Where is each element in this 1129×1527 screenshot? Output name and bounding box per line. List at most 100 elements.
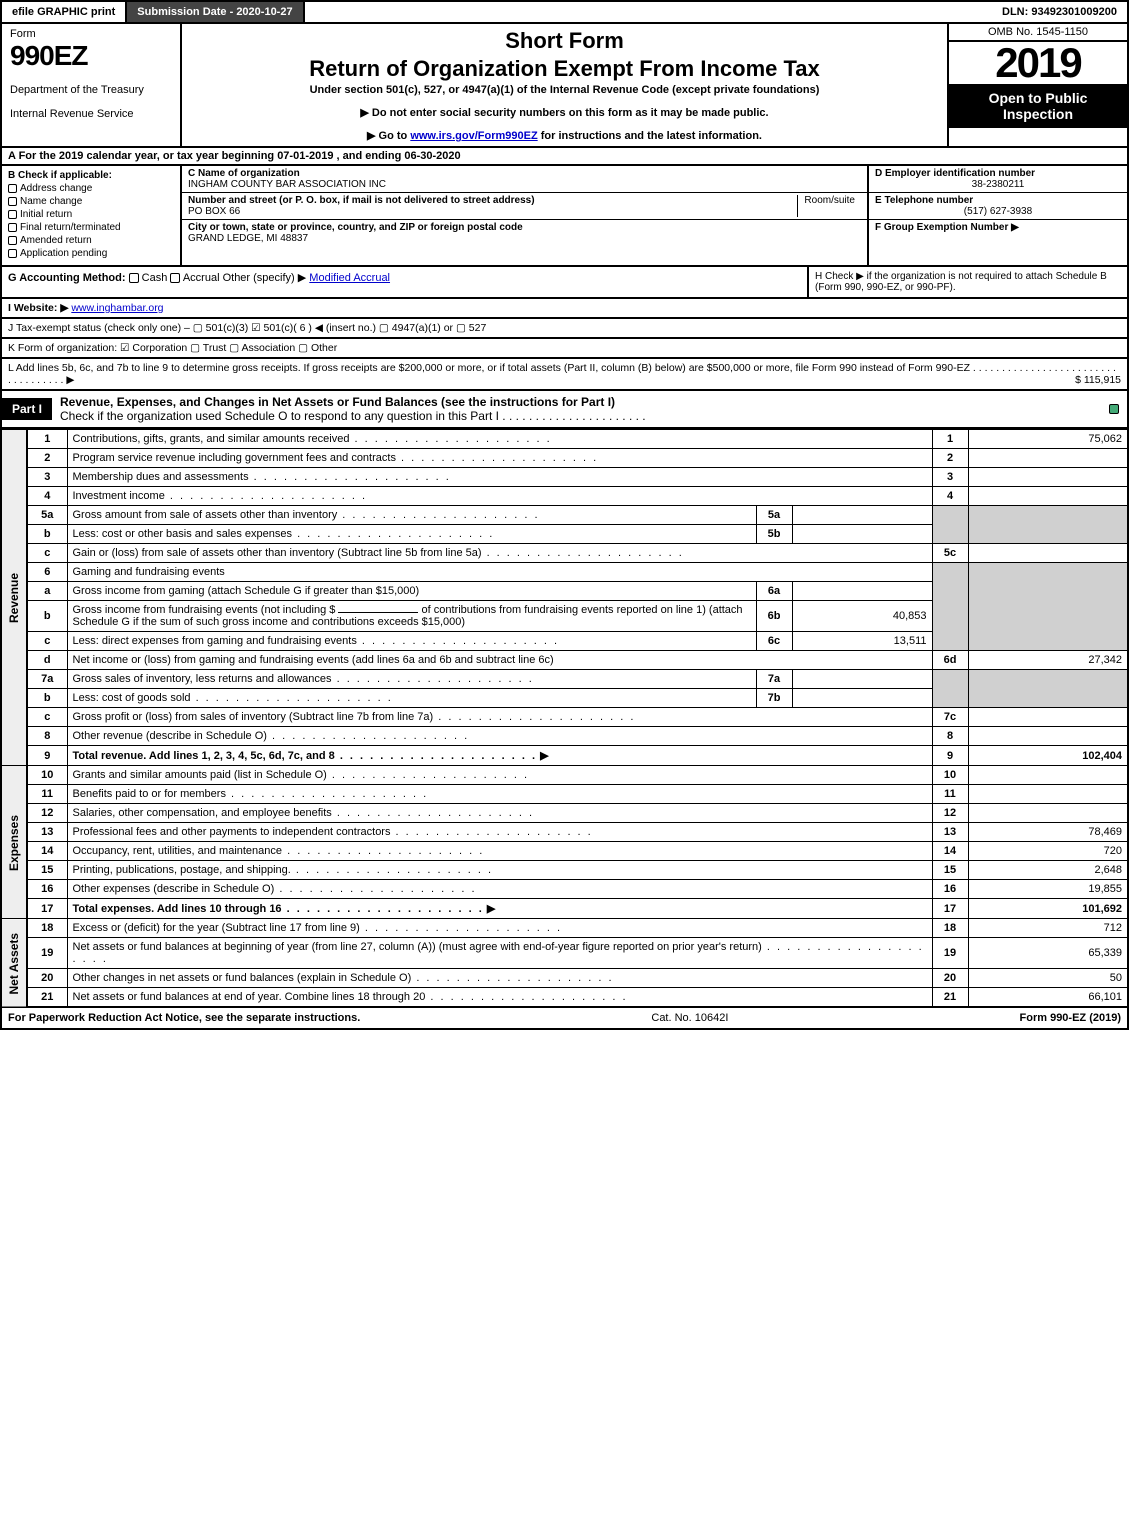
line-no: c xyxy=(27,632,67,651)
note2-post: for instructions and the latest informat… xyxy=(538,130,762,142)
chk-label: Initial return xyxy=(20,209,72,220)
line-rno: 16 xyxy=(932,880,968,899)
checkbox-icon xyxy=(8,223,17,232)
line-value: 2,648 xyxy=(968,861,1128,880)
col-def: D Employer identification number 38-2380… xyxy=(867,166,1127,265)
row-l-gross-receipts: L Add lines 5b, 6c, and 7b to line 9 to … xyxy=(0,359,1129,391)
efile-print-button[interactable]: efile GRAPHIC print xyxy=(2,2,127,22)
shade-cell xyxy=(968,670,1128,708)
line-rno: 6d xyxy=(932,651,968,670)
line-no: 17 xyxy=(27,899,67,919)
checkbox-icon[interactable] xyxy=(129,273,139,283)
line-no: 7a xyxy=(27,670,67,689)
row-gh: G Accounting Method: Cash Accrual Other … xyxy=(0,267,1129,299)
part-i-tag: Part I xyxy=(2,398,52,420)
part-i-checkbox[interactable] xyxy=(1101,399,1127,419)
sub-value xyxy=(792,525,932,544)
f-label: F Group Exemption Number ▶ xyxy=(875,222,1019,233)
line-desc: Membership dues and assessments xyxy=(67,468,932,487)
city-label: City or town, state or province, country… xyxy=(188,222,523,233)
line-no: 13 xyxy=(27,823,67,842)
org-name-row: C Name of organization INGHAM COUNTY BAR… xyxy=(182,166,867,193)
line-rno: 18 xyxy=(932,919,968,938)
line-rno: 15 xyxy=(932,861,968,880)
line-value xyxy=(968,766,1128,785)
c-label: C Name of organization xyxy=(188,168,300,179)
line-no: 12 xyxy=(27,804,67,823)
sub-value xyxy=(792,689,932,708)
line-no: 14 xyxy=(27,842,67,861)
short-form-title: Short Form xyxy=(190,28,939,54)
chk-amended-return[interactable]: Amended return xyxy=(8,235,174,246)
line-rno: 7c xyxy=(932,708,968,727)
sub-value xyxy=(792,582,932,601)
chk-name-change[interactable]: Name change xyxy=(8,196,174,207)
line-no: 3 xyxy=(27,468,67,487)
line-desc: Other changes in net assets or fund bala… xyxy=(67,969,932,988)
blank-field xyxy=(338,612,418,613)
sub-value: 13,511 xyxy=(792,632,932,651)
line-desc: Investment income xyxy=(67,487,932,506)
line-desc: Gaming and fundraising events xyxy=(67,563,932,582)
expenses-side-label: Expenses xyxy=(1,766,27,919)
line-desc: Less: cost or other basis and sales expe… xyxy=(67,525,756,544)
chk-initial-return[interactable]: Initial return xyxy=(8,209,174,220)
line-no: 16 xyxy=(27,880,67,899)
modified-accrual-link[interactable]: Modified Accrual xyxy=(309,272,390,284)
line-no: 1 xyxy=(27,430,67,449)
dept-irs: Internal Revenue Service xyxy=(10,108,172,120)
form-header: Form 990EZ Department of the Treasury In… xyxy=(0,22,1129,148)
i-pre: I Website: ▶ xyxy=(8,302,68,314)
chk-final-return[interactable]: Final return/terminated xyxy=(8,222,174,233)
line-value xyxy=(968,468,1128,487)
open-public-inspection: Open to Public Inspection xyxy=(949,84,1127,128)
checkbox-icon xyxy=(8,210,17,219)
instructions-note: ▶ Go to www.irs.gov/Form990EZ for instru… xyxy=(190,129,939,142)
form-word: Form xyxy=(10,28,172,40)
part-i-sub: Check if the organization used Schedule … xyxy=(60,409,646,423)
line-no: d xyxy=(27,651,67,670)
part-i-table: Revenue 1 Contributions, gifts, grants, … xyxy=(0,429,1129,1008)
line-desc: Net income or (loss) from gaming and fun… xyxy=(67,651,932,670)
line-desc: Gross profit or (loss) from sales of inv… xyxy=(67,708,932,727)
line-rno: 2 xyxy=(932,449,968,468)
e-label: E Telephone number xyxy=(875,195,973,206)
cat-no: Cat. No. 10642I xyxy=(360,1012,1019,1024)
line-value: 78,469 xyxy=(968,823,1128,842)
checkbox-icon xyxy=(8,249,17,258)
line-value: 102,404 xyxy=(968,746,1128,766)
shade-cell xyxy=(932,670,968,708)
line-desc: Contributions, gifts, grants, and simila… xyxy=(67,430,932,449)
header-center: Short Form Return of Organization Exempt… xyxy=(182,24,947,146)
line-value xyxy=(968,449,1128,468)
line-desc: Gross amount from sale of assets other t… xyxy=(67,506,756,525)
line-desc: Less: cost of goods sold xyxy=(67,689,756,708)
line-desc: Other expenses (describe in Schedule O) xyxy=(67,880,932,899)
cash-label: Cash xyxy=(142,272,171,284)
sub-value xyxy=(792,506,932,525)
address-row: Number and street (or P. O. box, if mail… xyxy=(182,193,867,220)
chk-address-change[interactable]: Address change xyxy=(8,183,174,194)
line-desc: Gross sales of inventory, less returns a… xyxy=(67,670,756,689)
chk-application-pending[interactable]: Application pending xyxy=(8,248,174,259)
line-no: 2 xyxy=(27,449,67,468)
website-link[interactable]: www.inghambar.org xyxy=(71,302,163,314)
line-desc: Total revenue. Add lines 1, 2, 3, 4, 5c,… xyxy=(67,746,932,766)
line-rno: 10 xyxy=(932,766,968,785)
line-rno: 5c xyxy=(932,544,968,563)
line-desc: Total expenses. Add lines 10 through 16 xyxy=(67,899,932,919)
line-no: a xyxy=(27,582,67,601)
checkbox-icon xyxy=(8,184,17,193)
submission-date-button[interactable]: Submission Date - 2020-10-27 xyxy=(127,2,304,22)
l6b-pre: Gross income from fundraising events (no… xyxy=(73,604,336,616)
line-desc: Gross income from gaming (attach Schedul… xyxy=(67,582,756,601)
irs-link[interactable]: www.irs.gov/Form990EZ xyxy=(410,130,537,142)
checkbox-icon[interactable] xyxy=(170,273,180,283)
line-desc: Net assets or fund balances at beginning… xyxy=(67,938,932,969)
h-text: H Check ▶ if the organization is not req… xyxy=(815,271,1107,293)
checkbox-icon xyxy=(8,236,17,245)
part-i-header: Part I Revenue, Expenses, and Changes in… xyxy=(0,391,1129,429)
shade-cell xyxy=(968,563,1128,651)
line-value xyxy=(968,785,1128,804)
sub-no: 7b xyxy=(756,689,792,708)
